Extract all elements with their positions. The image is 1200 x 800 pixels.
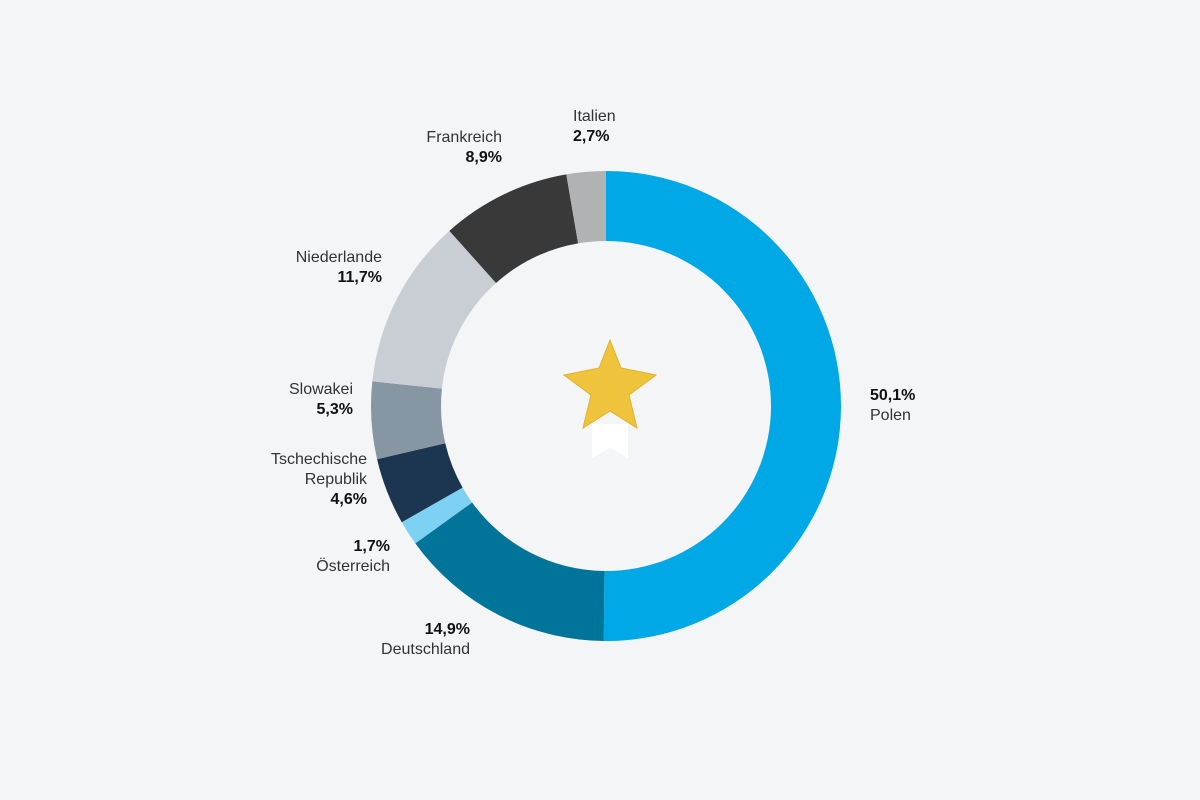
slice-deutschland bbox=[415, 502, 605, 641]
slice-polen bbox=[603, 171, 841, 641]
slice-italien bbox=[566, 171, 606, 244]
slice-label-deutschland: 14,9% Deutschland bbox=[381, 621, 470, 658]
slice-label-tschechische-republik: Tschechische Republik 4,6% bbox=[270, 451, 367, 508]
slice-label-polen: 50,1% Polen bbox=[870, 387, 916, 424]
slice--sterreich bbox=[401, 487, 473, 544]
slice-tschechische-republik bbox=[377, 443, 463, 523]
slice-label-frankreich: Frankreich 8,9% bbox=[426, 129, 502, 166]
slice-label-slowakei: Slowakei 5,3% bbox=[288, 381, 353, 418]
slice-label-niederlande: Niederlande 11,7% bbox=[295, 249, 382, 286]
slice-slowakei bbox=[370, 381, 446, 460]
donut-slices bbox=[370, 171, 841, 641]
slice-niederlande bbox=[372, 230, 497, 389]
slice-frankreich bbox=[449, 174, 579, 283]
slice-label-italien: Italien 2,7% bbox=[573, 108, 616, 145]
slice-label-oesterreich: 1,7% Österreich bbox=[316, 538, 390, 575]
star-ribbon-icon bbox=[562, 338, 658, 458]
